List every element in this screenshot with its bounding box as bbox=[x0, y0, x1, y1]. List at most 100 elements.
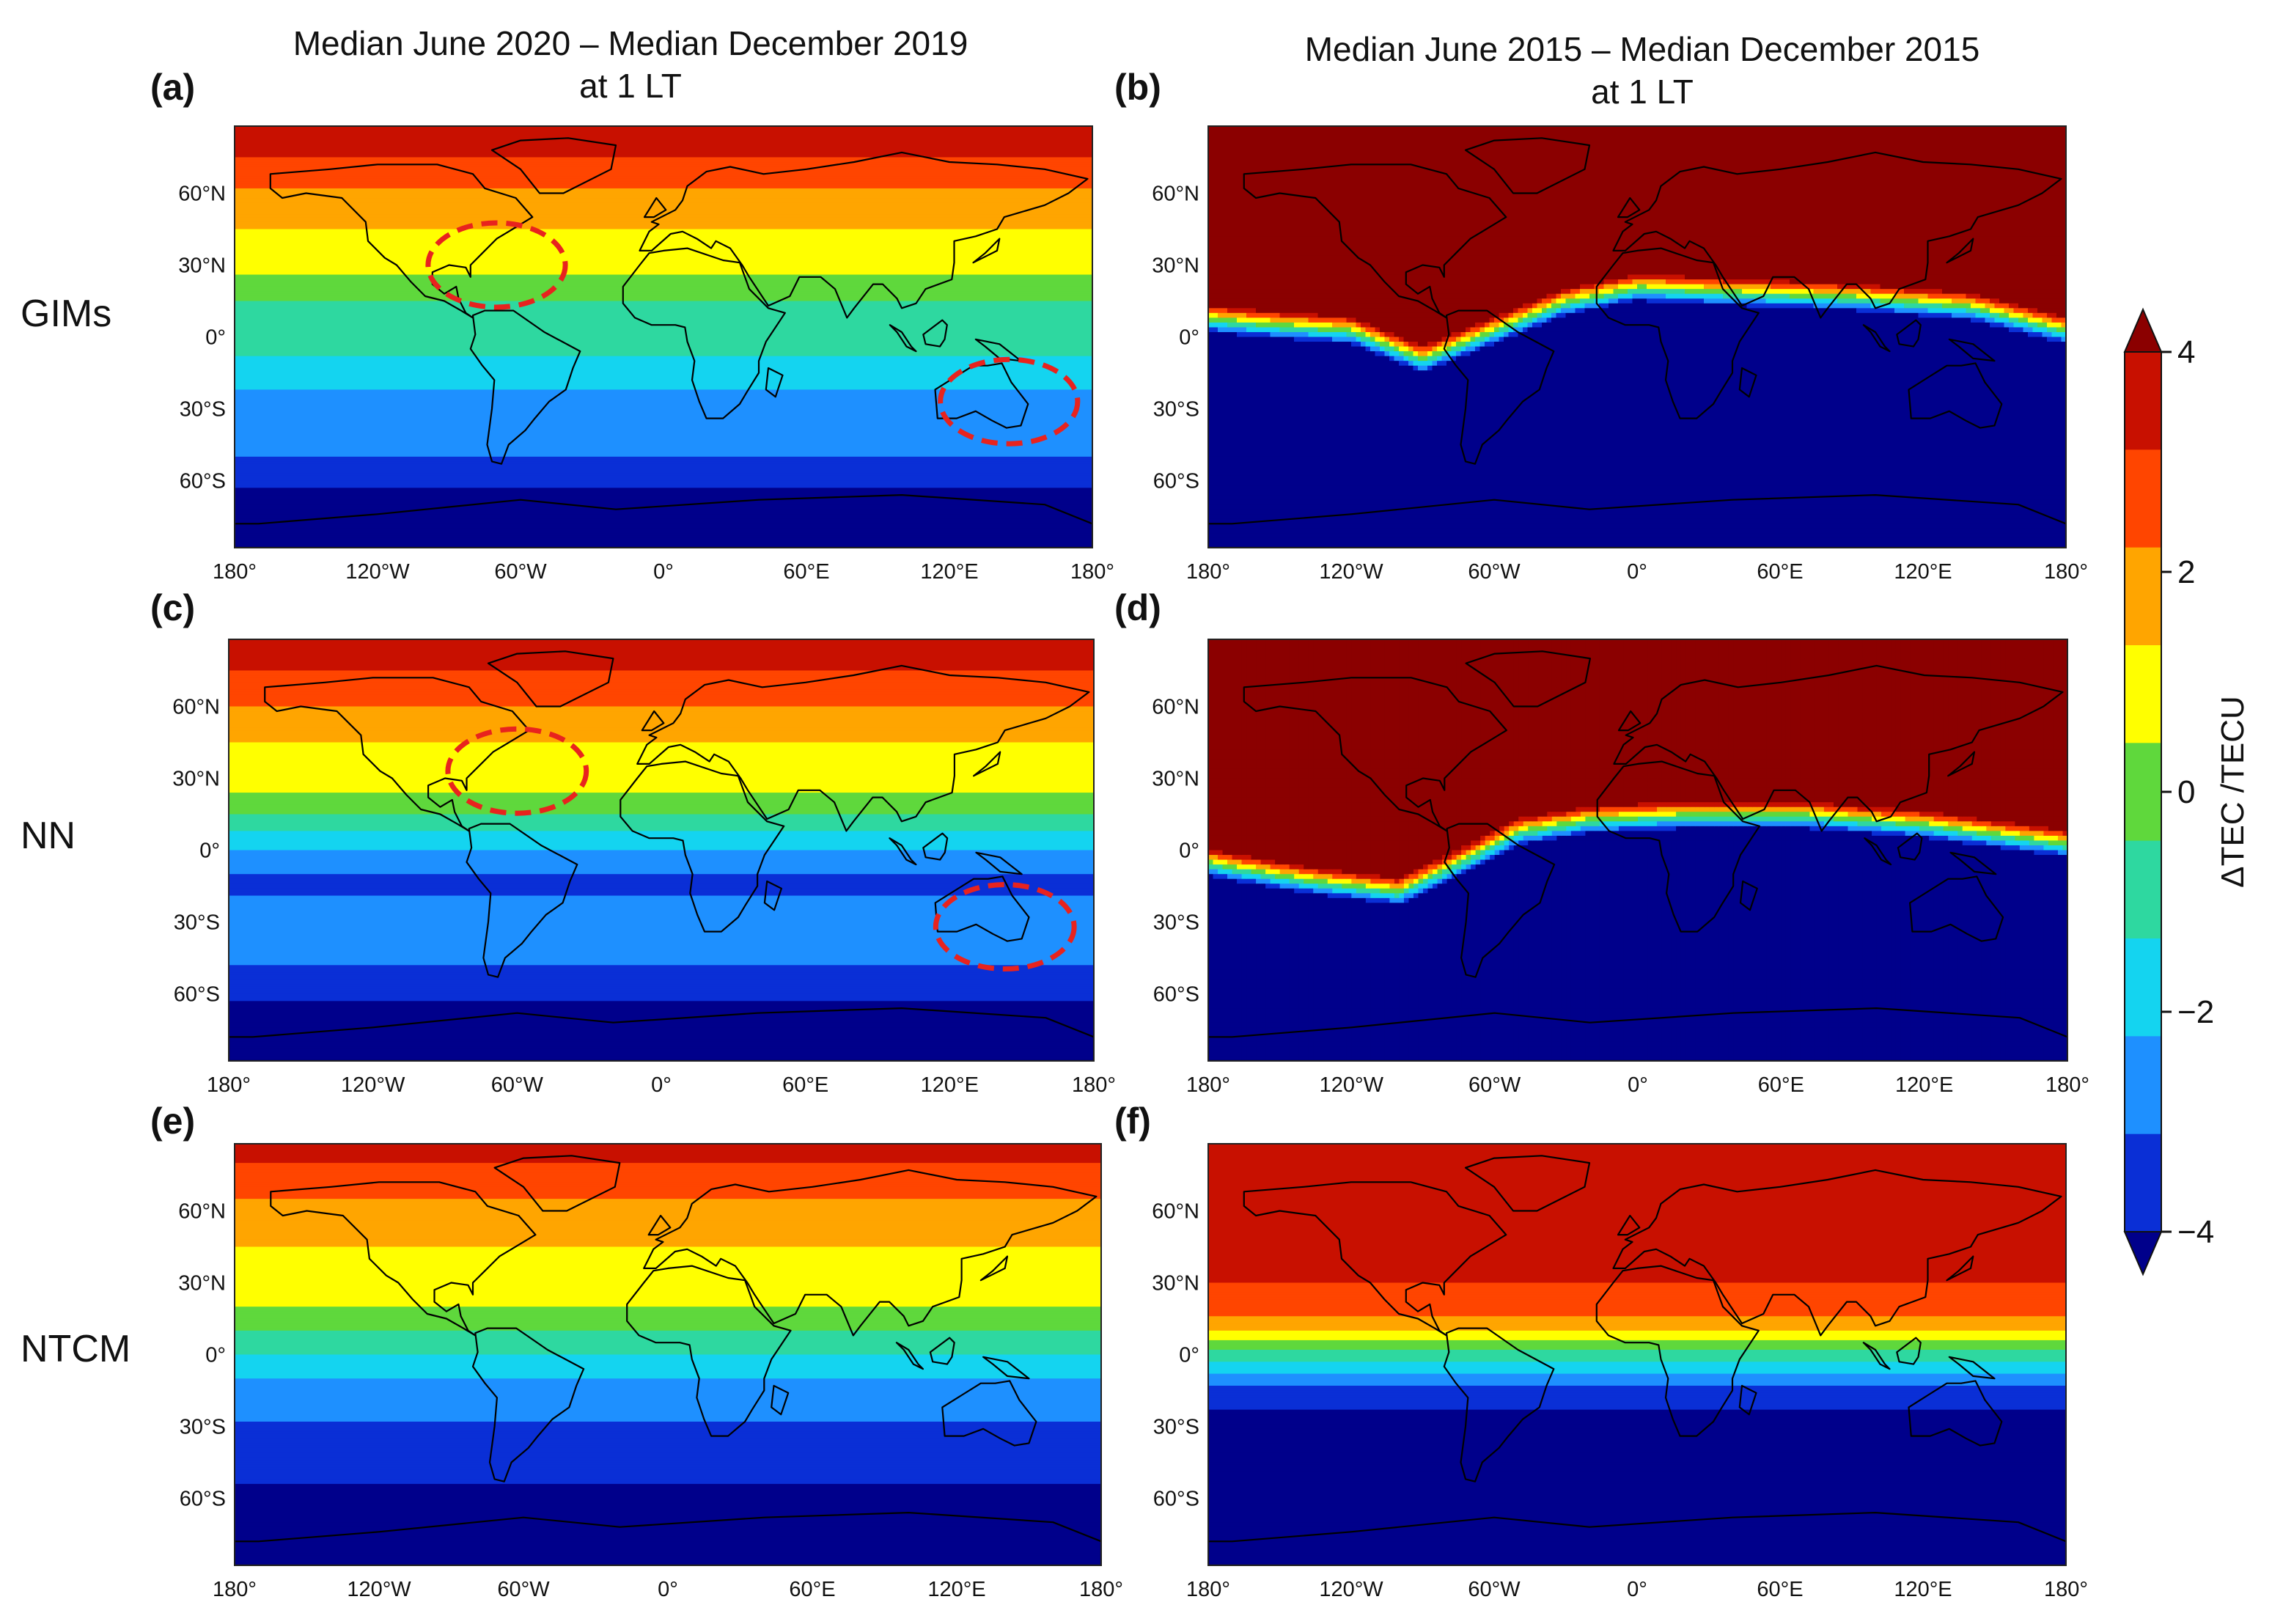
column-title-left: Median June 2020 – Median December 2019 … bbox=[191, 22, 1070, 107]
contour-cell bbox=[1380, 246, 1386, 251]
contour-cell bbox=[1323, 475, 1328, 482]
contour-cell bbox=[1227, 447, 1233, 452]
contour-cell bbox=[1275, 337, 1281, 342]
contour-cell bbox=[1346, 365, 1352, 371]
contour-cell bbox=[1227, 265, 1233, 271]
contour-cell bbox=[1365, 423, 1371, 429]
contour-cell bbox=[1432, 270, 1438, 276]
contour-cell bbox=[1241, 126, 1247, 132]
contour-cell bbox=[1323, 389, 1328, 395]
contour-cell bbox=[1384, 284, 1390, 290]
contour-cell bbox=[1342, 145, 1348, 151]
contour-cell bbox=[1313, 543, 1319, 548]
contour-cell bbox=[1342, 537, 1348, 544]
contour-cell bbox=[1389, 423, 1395, 429]
contour-cell bbox=[1284, 312, 1290, 318]
contour-cell bbox=[1323, 246, 1328, 251]
contour-cell bbox=[1313, 370, 1319, 376]
contour-cell bbox=[1237, 471, 1243, 477]
contour-cell bbox=[1313, 437, 1319, 443]
contour-cell bbox=[1265, 346, 1271, 352]
contour-cell bbox=[1218, 289, 1224, 295]
contour-cell bbox=[1246, 155, 1252, 161]
contour-cell bbox=[1275, 370, 1281, 376]
contour-cell bbox=[1279, 331, 1285, 338]
contour-cell bbox=[1370, 456, 1376, 462]
contour-cell bbox=[1370, 375, 1376, 381]
contour-cell bbox=[1256, 136, 1262, 142]
contour-cell bbox=[1370, 255, 1376, 261]
contour-cell bbox=[1241, 499, 1247, 505]
contour-cell bbox=[1260, 293, 1266, 299]
contour-cell bbox=[1380, 279, 1386, 285]
contour-cell bbox=[1346, 250, 1352, 257]
contour-cell bbox=[1427, 389, 1433, 395]
contour-cell bbox=[1227, 279, 1233, 285]
contour-cell bbox=[1265, 399, 1271, 405]
contour-cell bbox=[1346, 293, 1352, 299]
contour-cell bbox=[1342, 255, 1348, 261]
contour-cell bbox=[1237, 145, 1243, 151]
contour-cell bbox=[1327, 495, 1333, 501]
contour-cell bbox=[1437, 250, 1443, 257]
contour-cell bbox=[1237, 308, 1243, 314]
contour-cell bbox=[1451, 442, 1457, 448]
contour-cell bbox=[1222, 356, 1228, 361]
contour-cell bbox=[1332, 293, 1338, 299]
contour-cell bbox=[1327, 423, 1333, 429]
contour-cell bbox=[1294, 480, 1300, 486]
contour-cell bbox=[1284, 126, 1290, 132]
contour-cell bbox=[1232, 342, 1238, 348]
contour-cell bbox=[1317, 217, 1323, 223]
contour-cell bbox=[1408, 423, 1414, 429]
contour-cell bbox=[1256, 342, 1262, 348]
contour-cell bbox=[1361, 126, 1367, 132]
contour-cell bbox=[1408, 337, 1414, 342]
contour-cell bbox=[1265, 475, 1271, 482]
contour-cell bbox=[1394, 145, 1400, 151]
contour-cell bbox=[1432, 370, 1438, 376]
contour-cell bbox=[1346, 452, 1352, 458]
contour-cell bbox=[1466, 131, 1471, 136]
contour-cell bbox=[1313, 312, 1319, 318]
contour-cell bbox=[1365, 270, 1371, 276]
contour-cell bbox=[1356, 427, 1361, 433]
contour-cell bbox=[1222, 414, 1228, 419]
contour-cell bbox=[1232, 317, 1238, 323]
contour-cell bbox=[1365, 466, 1371, 472]
contour-cell bbox=[1384, 466, 1390, 472]
contour-cell bbox=[1275, 499, 1281, 505]
contour-cell bbox=[1422, 279, 1428, 285]
contour-cell bbox=[1437, 543, 1443, 548]
contour-cell bbox=[1418, 384, 1424, 390]
contour-cell bbox=[1346, 198, 1352, 204]
contour-cell bbox=[1227, 322, 1233, 328]
contour-cell bbox=[1294, 164, 1300, 170]
contour-cell bbox=[1232, 293, 1238, 299]
contour-cell bbox=[1342, 284, 1348, 290]
contour-cell bbox=[1399, 408, 1405, 414]
contour-cell bbox=[1437, 351, 1443, 357]
contour-cell bbox=[1408, 523, 1414, 529]
contour-cell bbox=[1456, 442, 1462, 448]
contour-cell bbox=[1394, 227, 1400, 232]
contour-cell bbox=[1246, 394, 1252, 400]
contour-cell bbox=[1380, 408, 1386, 414]
contour-cell bbox=[1451, 169, 1457, 174]
contour-cell bbox=[1222, 351, 1228, 357]
contour-cell bbox=[1304, 198, 1309, 204]
contour-cell bbox=[1227, 274, 1233, 280]
contour-cell bbox=[1413, 533, 1419, 539]
contour-cell bbox=[1317, 303, 1323, 309]
contour-cell bbox=[1298, 370, 1304, 376]
contour-cell bbox=[1427, 293, 1433, 299]
contour-cell bbox=[1279, 351, 1285, 357]
contour-cell bbox=[1437, 293, 1443, 299]
contour-cell bbox=[1375, 433, 1381, 438]
contour-cell bbox=[1365, 240, 1371, 246]
contour-cell bbox=[1384, 312, 1390, 318]
contour-cell bbox=[1237, 427, 1243, 433]
contour-cell bbox=[1413, 227, 1419, 232]
contour-cell bbox=[1222, 150, 1228, 155]
contour-cell bbox=[1265, 403, 1271, 410]
